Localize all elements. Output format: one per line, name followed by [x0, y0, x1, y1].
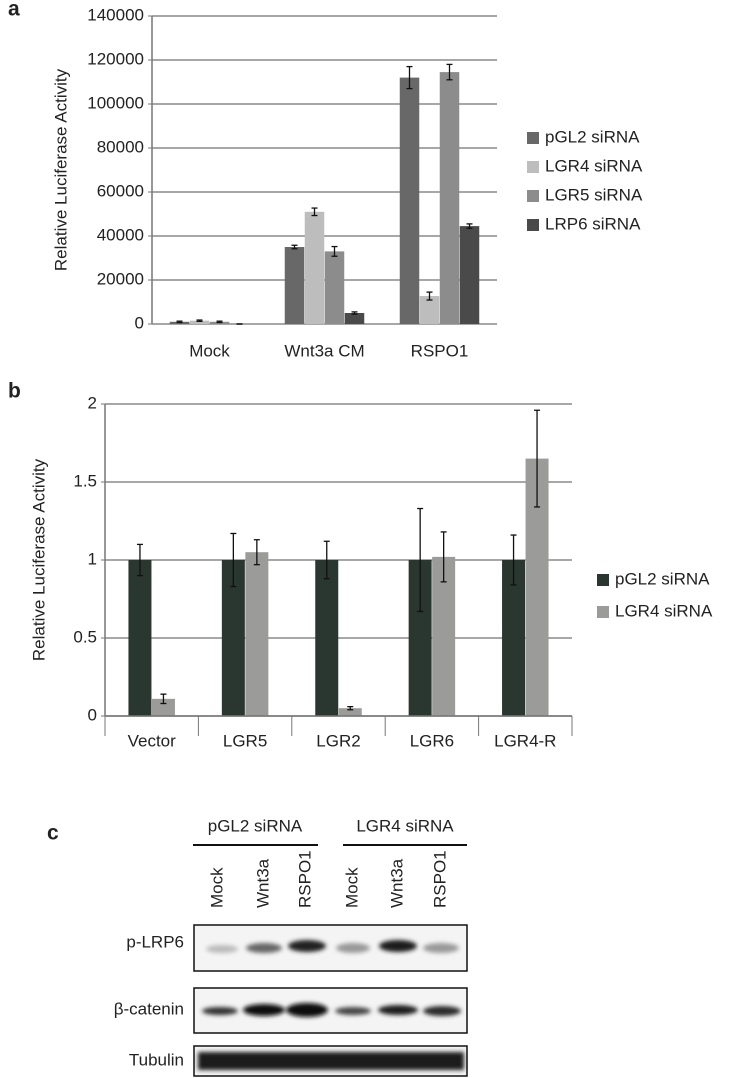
lane-label: Mock [207, 867, 226, 908]
blot-strip [193, 987, 468, 1034]
y-tick-label: 0 [88, 705, 97, 724]
bar [525, 458, 549, 716]
legend-swatch [597, 574, 609, 586]
x-tick-label: Vector [128, 731, 177, 750]
error-bar [406, 65, 413, 90]
bar [315, 560, 339, 716]
legend-label: LGR5 siRNA [545, 185, 643, 204]
group-label: LGR4 siRNA [356, 816, 454, 835]
error-bar [136, 543, 143, 577]
error-bar [331, 245, 338, 257]
error-bar [160, 693, 167, 705]
y-axis-title: Relative Luciferase Activity [51, 68, 70, 271]
y-tick-label: 1.5 [73, 471, 97, 490]
y-tick-label: 120000 [87, 49, 144, 68]
panel-label: b [8, 380, 21, 403]
lane-label: RSPO1 [430, 850, 449, 908]
legend-label: LGR4 siRNA [545, 156, 643, 175]
blot-bands [198, 1052, 464, 1070]
bar [419, 296, 440, 324]
legend-label: pGL2 siRNA [615, 569, 710, 588]
bar [221, 560, 245, 716]
panel-label: c [47, 822, 59, 845]
row-label: Tubulin [129, 1050, 184, 1069]
error-bar [446, 63, 453, 81]
lane-label: Wnt3a [387, 858, 406, 908]
error-bar [291, 244, 298, 250]
y-tick-label: 0.5 [73, 627, 97, 646]
error-bar [440, 531, 447, 583]
bar [189, 320, 210, 324]
error-bar [534, 409, 541, 508]
y-tick-label: 1 [88, 549, 97, 568]
row-label: β-catenin [114, 999, 184, 1018]
y-tick-label: 40000 [97, 225, 144, 244]
bar [151, 698, 175, 716]
legend-label: pGL2 siRNA [545, 127, 640, 146]
y-tick-label: 80000 [97, 137, 144, 156]
legend-swatch [527, 132, 539, 144]
y-tick-label: 20000 [97, 269, 144, 288]
error-bar [347, 705, 354, 711]
bar [245, 552, 269, 716]
legend-swatch [527, 219, 539, 231]
y-tick-label: 60000 [97, 181, 144, 200]
x-tick-label: RSPO1 [411, 341, 469, 360]
x-tick-label: LGR2 [316, 731, 360, 750]
bar [284, 247, 305, 324]
bar [338, 708, 362, 716]
error-bar [311, 207, 318, 217]
y-tick-label: 2 [88, 393, 97, 412]
error-bar [351, 311, 358, 315]
bar [439, 72, 460, 324]
error-bar [426, 291, 433, 301]
legend-label: LGR4 siRNA [615, 601, 713, 620]
blot-bands [206, 940, 459, 953]
row-label: p-LRP6 [126, 932, 184, 951]
group-label: pGL2 siRNA [208, 816, 303, 835]
y-tick-label: 0 [135, 313, 144, 332]
error-bar [253, 539, 260, 566]
bar [324, 251, 345, 324]
bar [502, 560, 526, 716]
error-bar [196, 319, 203, 323]
error-bar [323, 540, 330, 580]
error-bar [417, 507, 424, 613]
panel-label: a [8, 0, 20, 21]
legend-swatch [597, 606, 609, 618]
error-bar [230, 532, 237, 588]
x-tick-label: LGR4-R [494, 731, 556, 750]
x-tick-label: LGR6 [410, 731, 454, 750]
legend-swatch [527, 161, 539, 173]
bar [344, 313, 365, 324]
x-tick-label: LGR5 [223, 731, 267, 750]
bar [399, 77, 420, 324]
x-tick-label: Mock [189, 341, 230, 360]
error-bar [176, 320, 183, 324]
legend-swatch [527, 190, 539, 202]
y-axis-title: Relative Luciferase Activity [29, 458, 48, 661]
error-bar [510, 534, 517, 586]
bar [128, 560, 152, 716]
lane-label: Wnt3a [253, 858, 272, 908]
bar [408, 560, 432, 716]
bar [304, 211, 325, 324]
x-tick-label: Wnt3a CM [284, 341, 364, 360]
error-bar [466, 223, 473, 229]
lane-label: Mock [342, 867, 361, 908]
blot-bands [202, 1003, 461, 1017]
y-tick-label: 100000 [87, 93, 144, 112]
error-bar [216, 320, 223, 324]
lane-label: RSPO1 [295, 850, 314, 908]
bar [432, 556, 456, 716]
y-tick-label: 140000 [87, 5, 144, 24]
legend-label: LRP6 siRNA [545, 214, 641, 233]
bar [459, 226, 480, 324]
blot-strip [193, 924, 468, 972]
